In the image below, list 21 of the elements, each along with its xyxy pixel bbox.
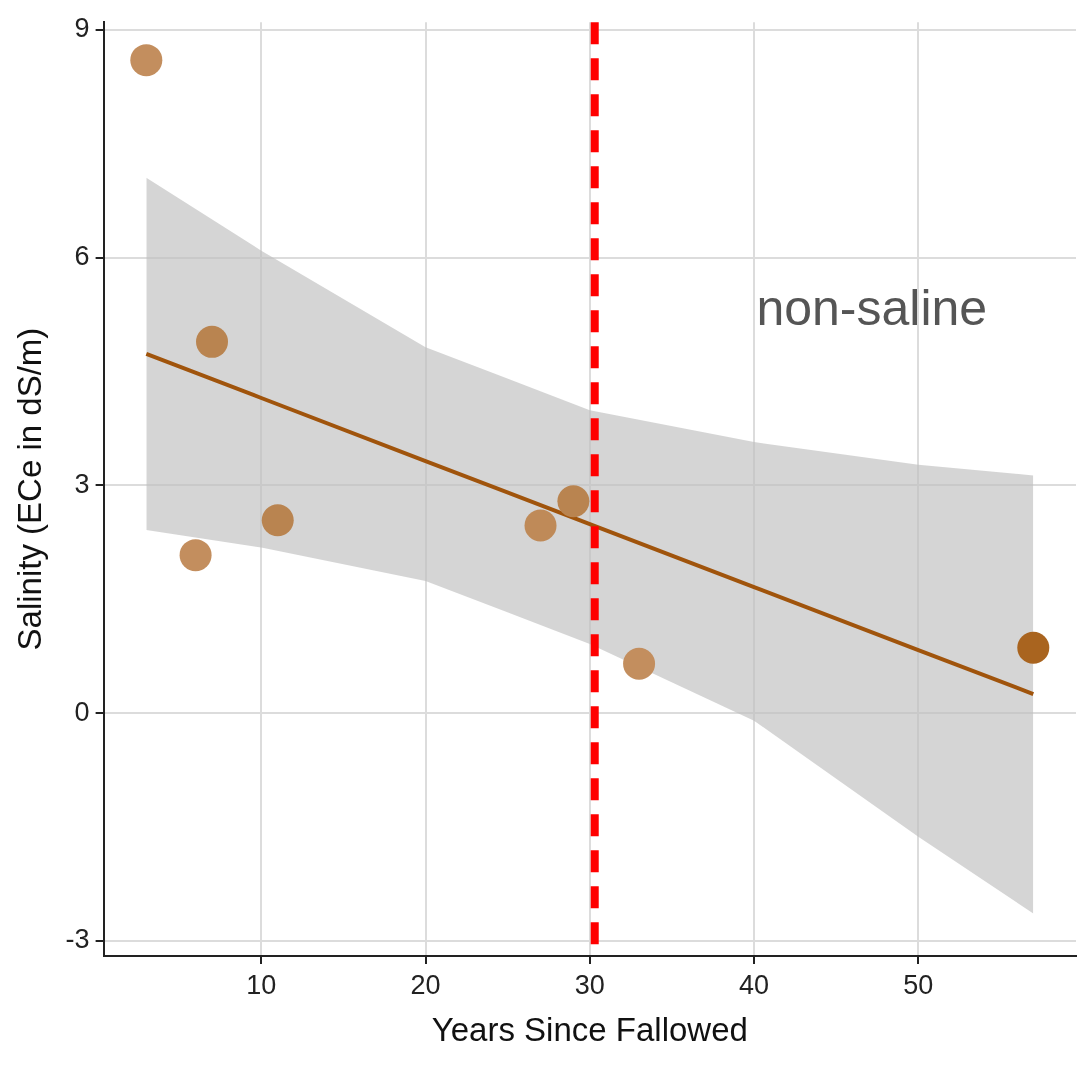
- point: [623, 647, 656, 680]
- x-tick-label: 50: [903, 969, 934, 1000]
- y-tick-label: 9: [74, 13, 90, 44]
- point: [1017, 631, 1050, 664]
- x-tick-label: 40: [739, 969, 770, 1000]
- point: [261, 504, 294, 537]
- x-tick-label: 30: [574, 969, 605, 1000]
- point: [524, 509, 557, 542]
- x-tick-label: 20: [410, 969, 441, 1000]
- point: [179, 539, 212, 572]
- x-axis-title: Years Since Fallowed: [431, 1011, 748, 1049]
- y-axis-title: Salinity (ECe in dS/m): [10, 327, 48, 651]
- point: [130, 44, 163, 77]
- x-tick-label: 10: [246, 969, 277, 1000]
- point: [196, 325, 229, 358]
- y-tick-label: 3: [74, 468, 90, 499]
- point: [557, 485, 590, 518]
- y-tick-label: 6: [74, 241, 90, 271]
- y-tick-label: 0: [74, 696, 90, 727]
- annotation: non-saline: [756, 280, 988, 337]
- y-tick-label: -3: [65, 924, 90, 955]
